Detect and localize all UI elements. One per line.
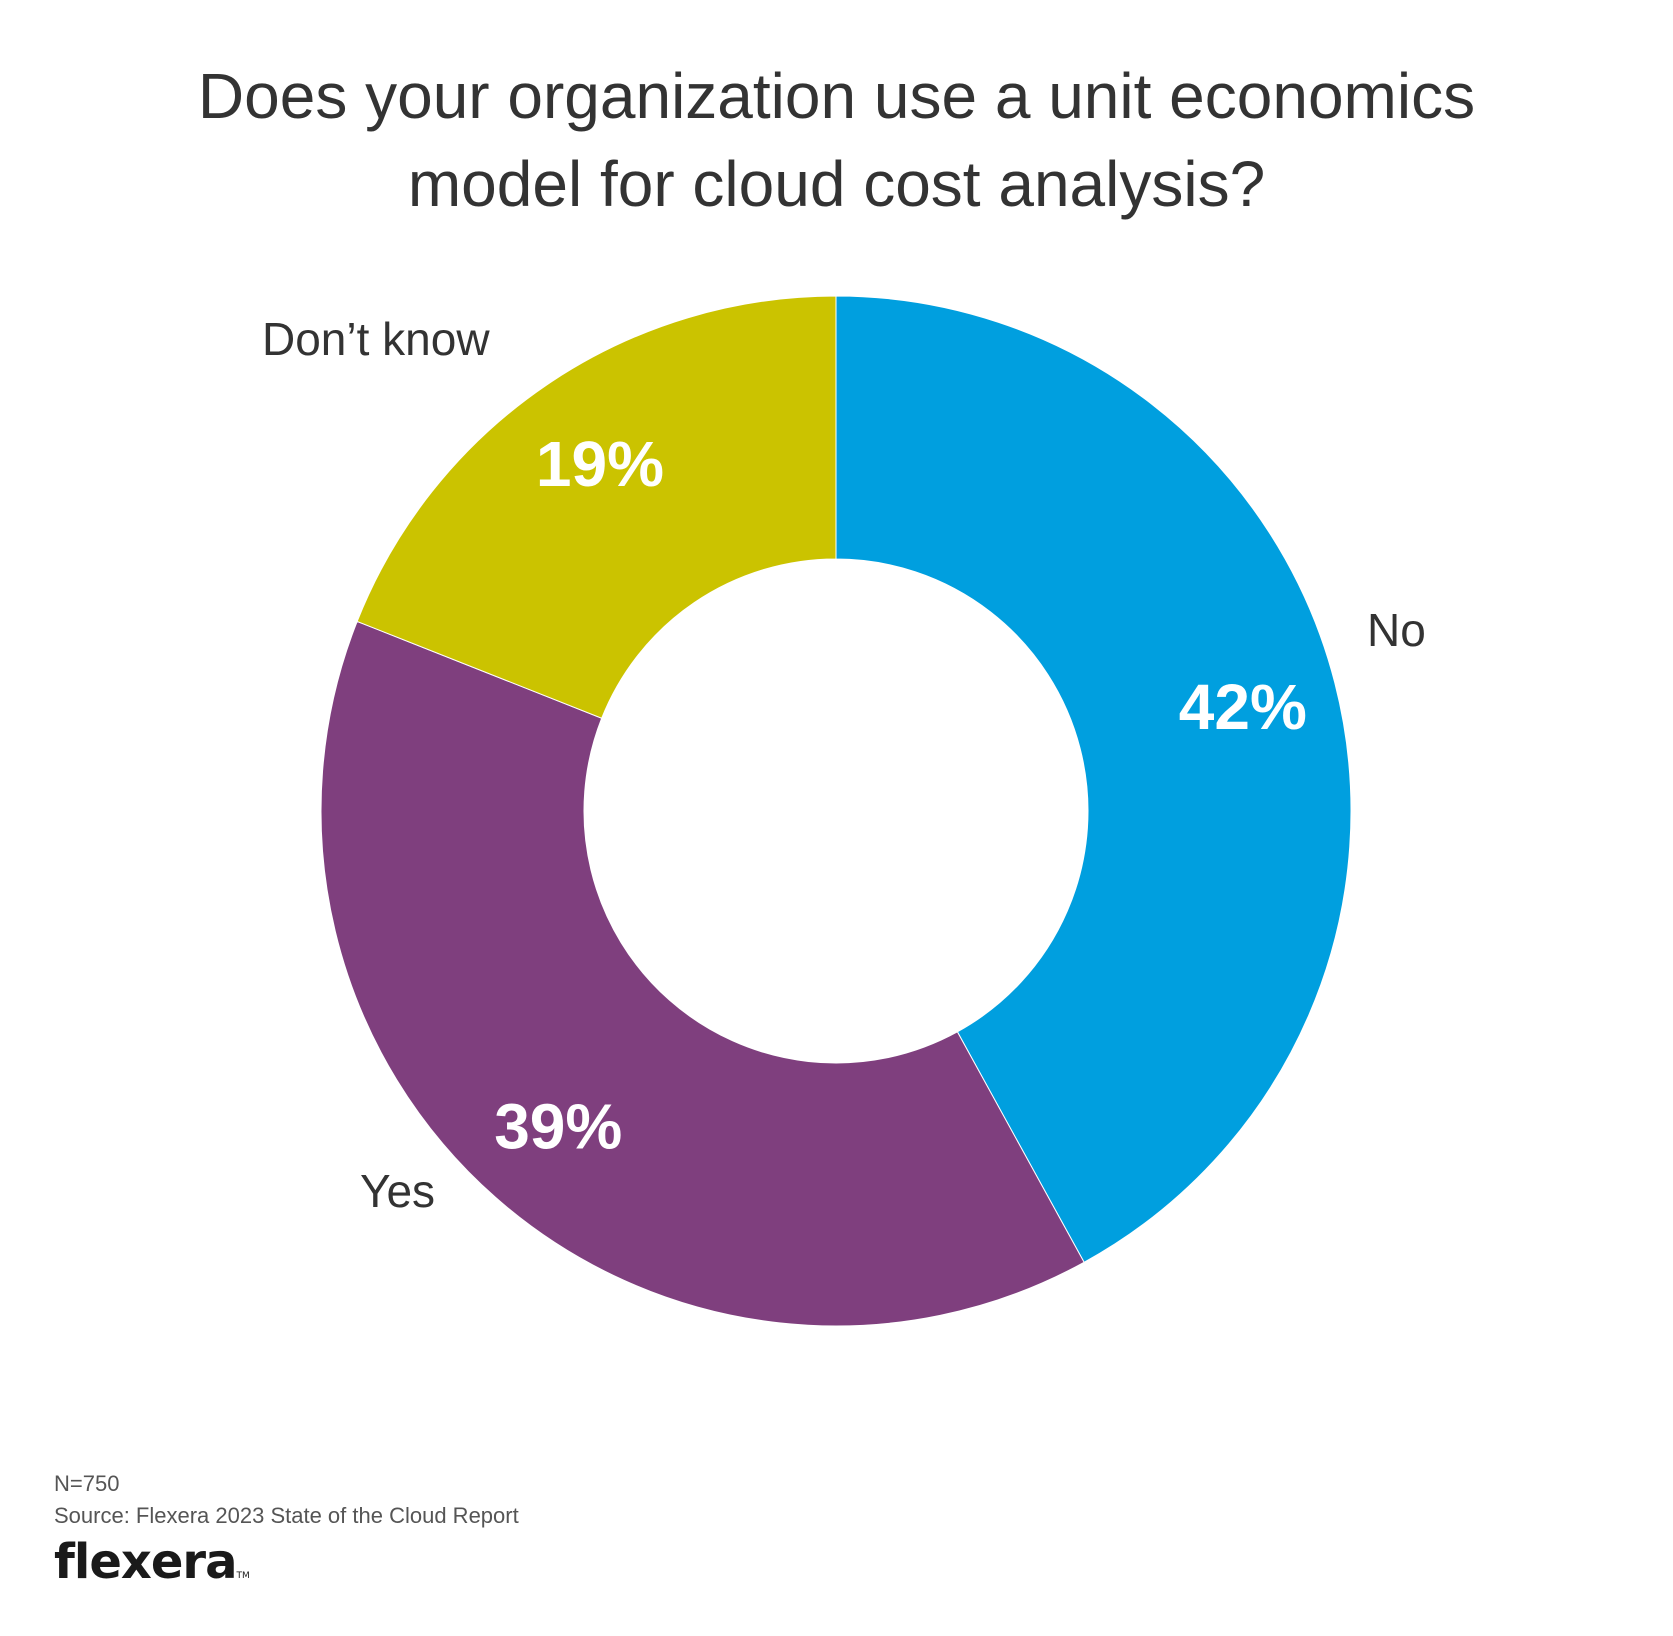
- source-note: Source: Flexera 2023 State of the Cloud …: [54, 1503, 519, 1528]
- slice-no: [835, 295, 1352, 1263]
- chart-title-line-1: Does your organization use a unit econom…: [197, 60, 1476, 132]
- logo-trademark: TM: [236, 1571, 250, 1581]
- flexera-logo: flexeraTM: [54, 1534, 250, 1604]
- chart-title-line-2: model for cloud cost analysis?: [407, 148, 1266, 220]
- chart-title: Does your organization use a unit econom…: [0, 52, 1673, 228]
- chart-footer: N=750 Source: Flexera 2023 State of the …: [54, 1468, 519, 1532]
- slice-value-label: 19%: [536, 428, 664, 500]
- slice-value-label: 39%: [494, 1090, 622, 1162]
- slice-category-label: No: [1367, 604, 1426, 656]
- slice-value-label: 42%: [1179, 671, 1307, 743]
- slice-yes: [320, 620, 1085, 1327]
- sample-size-note: N=750: [54, 1471, 120, 1496]
- slice-don-t-know: [356, 295, 837, 719]
- slice-category-label: Yes: [360, 1165, 435, 1217]
- logo-wordmark: flexera: [54, 1534, 237, 1590]
- slice-category-label: Don’t know: [262, 313, 490, 365]
